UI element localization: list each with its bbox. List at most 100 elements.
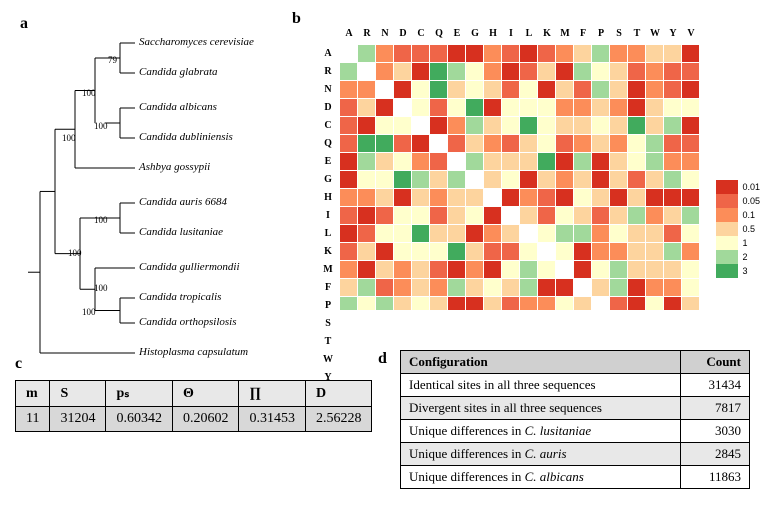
taxon-label: Candida orthopsilosis — [139, 316, 237, 328]
heatmap-row-label: W — [322, 354, 334, 365]
bootstrap-value: 100 — [94, 121, 108, 131]
table-row: Identical sites in all three sequences31… — [401, 374, 750, 397]
panel-d-label: d — [378, 350, 387, 368]
legend-swatch — [716, 264, 738, 278]
heatmap-col-label: H — [488, 28, 498, 39]
legend-label: 0.01 — [738, 182, 760, 192]
heatmap-row-label: A — [322, 48, 334, 59]
heatmap-row-label: T — [322, 336, 334, 347]
heatmap-row-label: P — [322, 300, 334, 311]
heatmap-legend: 0.01 0.05 0.1 0.5 1 2 3 — [716, 180, 760, 278]
taxon-label: Candida albicans — [139, 101, 217, 113]
count-cell: 3030 — [681, 420, 750, 443]
heatmap-row-label: Q — [322, 138, 334, 149]
legend-item: 0.01 — [716, 180, 760, 194]
stats-cell: 0.20602 — [172, 407, 239, 432]
legend-item: 0.05 — [716, 194, 760, 208]
heatmap-col-label: C — [416, 28, 426, 39]
heatmap-col-label: P — [596, 28, 606, 39]
legend-item: 2 — [716, 250, 760, 264]
table-row: Unique differences in C. auris2845 — [401, 443, 750, 466]
heatmap-col-label: A — [344, 28, 354, 39]
config-cell: Unique differences in C. lusitaniae — [401, 420, 681, 443]
heatmap-col-label: R — [362, 28, 372, 39]
bootstrap-value: 100 — [82, 307, 96, 317]
stats-header: m — [16, 381, 50, 407]
heatmap-col-label: L — [524, 28, 534, 39]
config-header: Count — [681, 351, 750, 374]
bootstrap-value: 100 — [62, 133, 76, 143]
table-row: Divergent sites in all three sequences78… — [401, 397, 750, 420]
heatmap-row-label: K — [322, 246, 334, 257]
legend-label: 0.5 — [738, 224, 755, 234]
heatmap-row-label: S — [322, 318, 334, 329]
legend-swatch — [716, 194, 738, 208]
config-cell: Identical sites in all three sequences — [401, 374, 681, 397]
legend-label: 0.05 — [738, 196, 760, 206]
heatmap-row-label: I — [322, 210, 334, 221]
bootstrap-value: 79 — [108, 55, 117, 65]
heatmap-row-label: M — [322, 264, 334, 275]
legend-item: 3 — [716, 264, 760, 278]
heatmap-row-label: H — [322, 192, 334, 203]
heatmap-col-label: W — [650, 28, 660, 39]
count-cell: 2845 — [681, 443, 750, 466]
heatmap-col-label: E — [452, 28, 462, 39]
heatmap-col-label: Q — [434, 28, 444, 39]
taxon-label: Candida auris 6684 — [139, 196, 227, 208]
legend-label: 2 — [738, 252, 747, 262]
config-header: Configuration — [401, 351, 681, 374]
legend-swatch — [716, 236, 738, 250]
stats-header: pₛ — [106, 381, 173, 407]
heatmap — [300, 10, 720, 310]
config-table: ConfigurationCount Identical sites in al… — [400, 350, 750, 489]
legend-swatch — [716, 250, 738, 264]
stats-table: mSpₛΘ∏D 11312040.603420.206020.314532.56… — [15, 380, 372, 432]
count-cell: 11863 — [681, 466, 750, 489]
bootstrap-value: 100 — [68, 248, 82, 258]
legend-label: 0.1 — [738, 210, 755, 220]
taxon-label: Candida dubliniensis — [139, 131, 233, 143]
panel-a: a Saccharomyces cerevisiaeCandida glabra… — [20, 15, 300, 325]
heatmap-col-label: S — [614, 28, 624, 39]
bootstrap-value: 100 — [94, 215, 108, 225]
heatmap-row-label: E — [322, 156, 334, 167]
stats-cell: 0.31453 — [239, 407, 306, 432]
bootstrap-value: 100 — [94, 283, 108, 293]
legend-swatch — [716, 222, 738, 236]
heatmap-row-label: R — [322, 66, 334, 77]
legend-swatch — [716, 208, 738, 222]
legend-label: 3 — [738, 266, 747, 276]
panel-a-label: a — [20, 15, 28, 32]
taxon-label: Histoplasma capsulatum — [139, 346, 248, 358]
table-row: Unique differences in C. albicans11863 — [401, 466, 750, 489]
panel-b: b ARNDCQEGHILKMFPSTWYV ARNDCQEGHILKMFPST… — [300, 10, 760, 310]
config-cell: Unique differences in C. albicans — [401, 466, 681, 489]
heatmap-row-label: D — [322, 102, 334, 113]
taxon-label: Candida glabrata — [139, 66, 218, 78]
heatmap-col-label: I — [506, 28, 516, 39]
panel-b-label: b — [292, 10, 301, 28]
heatmap-col-label: G — [470, 28, 480, 39]
legend-item: 1 — [716, 236, 760, 250]
heatmap-col-label: Y — [668, 28, 678, 39]
heatmap-row-label: L — [322, 228, 334, 239]
legend-label: 1 — [738, 238, 747, 248]
heatmap-row-label: N — [322, 84, 334, 95]
legend-item: 0.1 — [716, 208, 760, 222]
heatmap-col-label: M — [560, 28, 570, 39]
heatmap-row-label: C — [322, 120, 334, 131]
stats-header: D — [305, 381, 372, 407]
heatmap-col-label: D — [398, 28, 408, 39]
bootstrap-value: 100 — [82, 88, 96, 98]
stats-cell: 0.60342 — [106, 407, 173, 432]
heatmap-col-label: T — [632, 28, 642, 39]
table-row: Unique differences in C. lusitaniae3030 — [401, 420, 750, 443]
count-cell: 31434 — [681, 374, 750, 397]
config-cell: Divergent sites in all three sequences — [401, 397, 681, 420]
stats-cell: 2.56228 — [305, 407, 372, 432]
taxon-label: Ashbya gossypii — [139, 161, 210, 173]
stats-header: ∏ — [239, 381, 306, 407]
stats-cell: 31204 — [50, 407, 106, 432]
heatmap-row-label: G — [322, 174, 334, 185]
